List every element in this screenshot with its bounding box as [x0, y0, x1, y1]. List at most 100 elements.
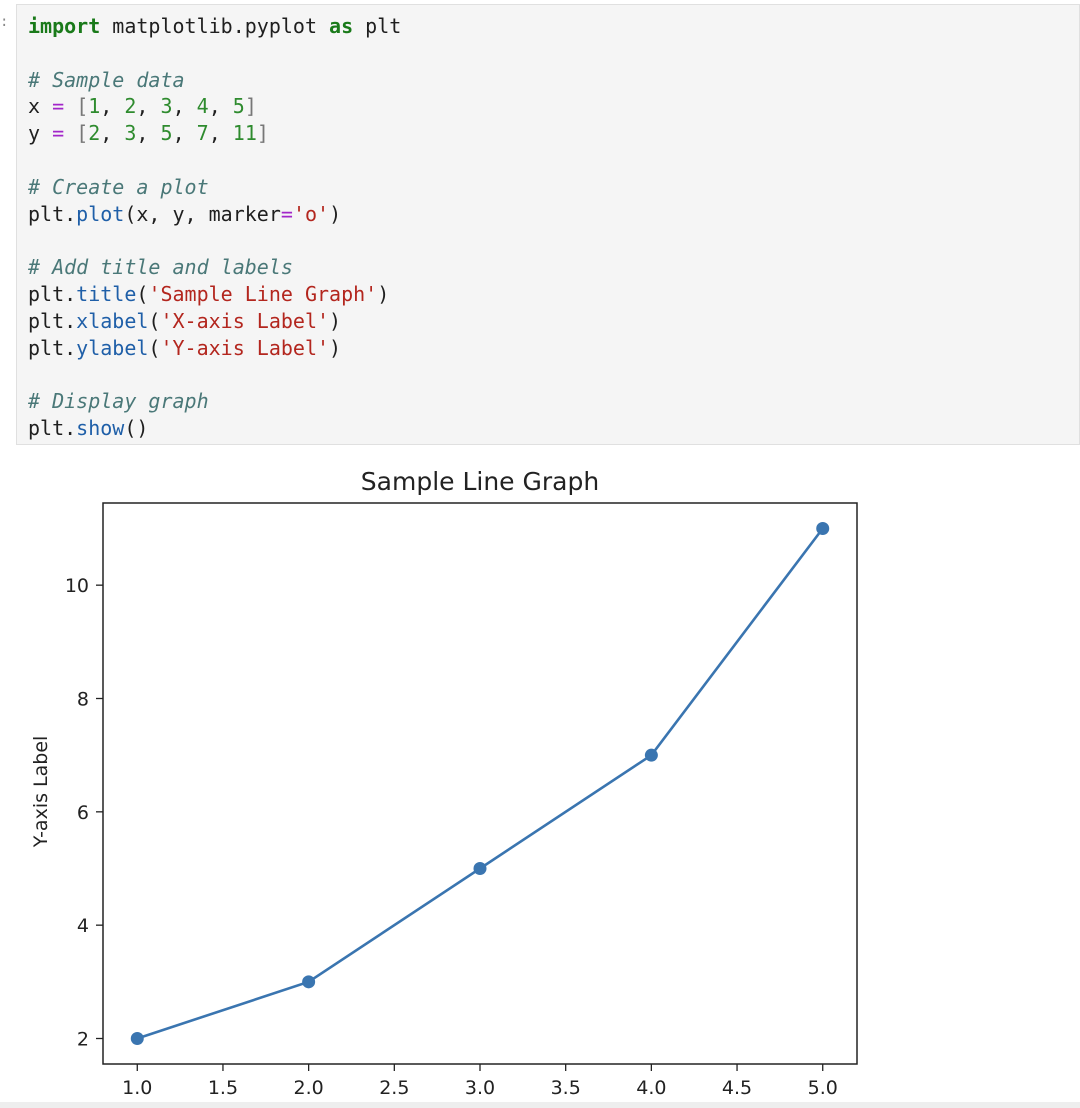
code-token: 2 [88, 121, 101, 146]
x-tick-label: 2.0 [294, 1077, 324, 1099]
code-token: ] [244, 94, 257, 119]
code-line: plt.title('Sample Line Graph') [28, 281, 401, 308]
code-token: y [28, 121, 53, 146]
y-tick-label: 2 [77, 1029, 89, 1051]
code-line: y = [2, 3, 5, 7, 11] [28, 120, 401, 147]
code-cell[interactable]: import matplotlib.pyplot as plt # Sample… [16, 4, 1080, 445]
cell-output: Sample Line Graph 1.0 1.5 2.0 2.5 3.0 3.5 4.0 4.… [0, 446, 1080, 1108]
series-line [136, 527, 824, 1040]
code-token: # Create a plot [28, 174, 209, 199]
code-token: plot [76, 201, 125, 226]
data-point-marker [130, 1032, 144, 1045]
code-token: ) [329, 335, 342, 360]
code-token: ( [148, 308, 161, 333]
code-token: 2 [124, 94, 137, 119]
code-token: , [172, 94, 197, 119]
code-token: plt. [28, 308, 77, 333]
code-token: , [136, 94, 161, 119]
code-line [28, 227, 401, 254]
code-line [28, 40, 401, 67]
y-tick-label: 6 [77, 802, 89, 824]
code-token: , [136, 121, 161, 146]
y-axis-label: Y-axis Label [30, 736, 52, 849]
code-token: 3 [160, 94, 173, 119]
x-tick-label: 4.5 [722, 1077, 752, 1099]
code-token: 5 [160, 121, 173, 146]
code-token: ylabel [76, 335, 149, 360]
code-token: ( [136, 281, 149, 306]
chart-title: Sample Line Graph [361, 467, 599, 496]
code-token: ) [329, 201, 342, 226]
x-tick-label: 3.5 [551, 1077, 581, 1099]
code-line: # Sample data [28, 67, 401, 94]
line-chart: Sample Line Graph 1.0 1.5 2.0 2.5 3.0 3.5 4.0 4.… [30, 467, 858, 1099]
code-token: (x, y, marker [124, 201, 281, 226]
code-line: plt.ylabel('Y-axis Label') [28, 335, 401, 362]
code-token: title [76, 281, 137, 306]
x-tick-label: 4.0 [636, 1077, 666, 1099]
y-tick-label: 8 [77, 689, 89, 711]
y-tick-label: 10 [65, 575, 89, 597]
code-token: , [100, 94, 125, 119]
code-editor[interactable]: import matplotlib.pyplot as plt # Sample… [28, 13, 401, 442]
code-token: [ [76, 94, 89, 119]
code-token: x [28, 94, 53, 119]
x-tick-label: 1.0 [122, 1077, 152, 1099]
code-line: plt.plot(x, y, marker='o') [28, 201, 401, 228]
code-token: , [208, 121, 233, 146]
code-token: ( [148, 335, 161, 360]
code-token: 3 [124, 121, 137, 146]
code-line [28, 361, 401, 388]
code-token: , [208, 94, 233, 119]
code-token: xlabel [76, 308, 149, 333]
code-line: # Create a plot [28, 174, 401, 201]
code-token: 'Y-axis Label' [160, 335, 330, 360]
code-token: 5 [232, 94, 245, 119]
data-point-marker [302, 975, 316, 989]
code-token: plt. [28, 415, 77, 440]
code-line [28, 147, 401, 174]
code-token: # Sample data [28, 67, 185, 92]
code-token: 1 [88, 94, 101, 119]
code-token: ) [377, 281, 390, 306]
code-token: matplotlib.pyplot [100, 14, 330, 38]
code-line: import matplotlib.pyplot as plt [28, 13, 401, 40]
x-tick-label: 3.0 [465, 1077, 495, 1099]
cell-prompt-marker: : [0, 14, 9, 30]
x-tick-label: 1.5 [208, 1077, 238, 1099]
code-token: 11 [232, 121, 257, 146]
code-token: = [52, 94, 65, 119]
x-tick-label: 2.5 [379, 1077, 409, 1099]
y-tick-label: 4 [77, 915, 89, 937]
code-line: plt.xlabel('X-axis Label') [28, 308, 401, 335]
code-token: as [329, 14, 354, 38]
scroll-edge [0, 1102, 1080, 1108]
code-token: ) [329, 308, 342, 333]
code-token: ] [256, 121, 269, 146]
x-tick-label: 5.0 [808, 1077, 838, 1099]
data-point-marker [473, 862, 487, 875]
code-token [64, 94, 76, 118]
code-line: plt.show() [28, 415, 401, 442]
code-token: = [280, 201, 293, 226]
code-token: 'X-axis Label' [160, 308, 330, 333]
code-token [64, 121, 76, 145]
code-token: plt [353, 14, 402, 38]
code-token: 'o' [292, 201, 330, 226]
code-token: # Add title and labels [28, 255, 293, 280]
code-token: , [172, 121, 197, 146]
code-token: () [124, 415, 149, 440]
code-token: 7 [196, 121, 209, 146]
code-line: # Add title and labels [28, 254, 401, 281]
code-token: # Display graph [28, 389, 209, 414]
plot-frame [102, 502, 858, 1065]
code-token: = [52, 121, 65, 146]
data-point-marker [644, 748, 658, 762]
code-token: , [100, 121, 125, 146]
code-token: plt. [28, 281, 77, 306]
code-line: # Display graph [28, 388, 401, 415]
code-line: x = [1, 2, 3, 4, 5] [28, 93, 401, 120]
code-token: [ [76, 121, 89, 146]
code-token: 'Sample Line Graph' [148, 281, 378, 306]
data-point-marker [816, 522, 830, 535]
